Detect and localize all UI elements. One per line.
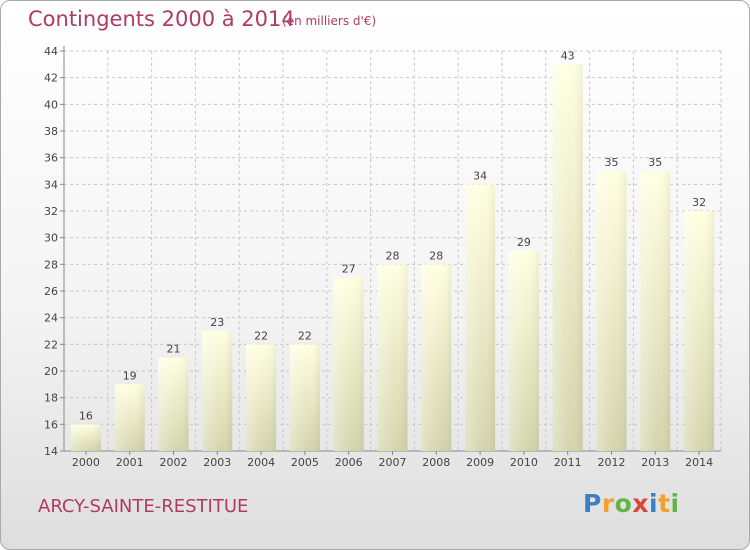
bar-value-label: 28 [386,249,400,262]
bar-shade [114,384,145,451]
logo-letter: t [658,489,671,518]
bar-value-label: 43 [561,49,575,62]
bar-value-label: 35 [648,156,662,169]
labels: 14 16 18 20 22 24 26 28 30 32 34 36 38 40 42 44 16 2000 19… [44,45,713,469]
bar-shade [333,277,364,451]
bar-value-label: 16 [79,409,93,422]
bar-shade [552,64,583,452]
y-tick-label: 42 [44,72,58,85]
bar-value-label: 22 [254,329,268,342]
bar-value-label: 35 [605,156,619,169]
logo-letter: o [614,489,633,518]
bar-shade [70,424,101,451]
bar-value-label: 28 [429,249,443,262]
x-tick-label: 2000 [72,456,100,469]
y-tick-label: 18 [44,392,58,405]
x-tick-label: 2009 [466,456,494,469]
bar-shade [640,171,671,451]
y-tick-label: 16 [44,418,58,431]
chart-title: Contingents 2000 à 2014 [28,7,295,31]
y-tick-label: 20 [44,365,58,378]
bar-shade [596,171,627,451]
x-tick-label: 2012 [598,456,626,469]
logo-letter: x [632,489,649,518]
bar-value-label: 32 [692,196,706,209]
x-tick-label: 2014 [685,456,713,469]
y-tick-label: 34 [44,178,58,191]
x-tick-label: 2010 [510,456,538,469]
y-tick-label: 44 [44,45,58,58]
y-tick-label: 32 [44,205,58,218]
chart-subtitle: (en milliers d'€) [282,14,377,28]
bar-shade [508,251,539,451]
y-tick-label: 38 [44,125,58,138]
bar-shade [202,331,233,451]
y-tick-label: 14 [44,445,58,458]
y-tick-label: 28 [44,258,58,271]
bars [70,64,715,452]
x-tick-label: 2002 [160,456,188,469]
bar-value-label: 29 [517,236,531,249]
bar-value-label: 21 [167,343,181,356]
bar-value-label: 34 [473,169,487,182]
bar-shade [246,344,277,451]
logo-letter: P [583,489,602,518]
x-tick-label: 2008 [422,456,450,469]
bar-shade [684,211,715,451]
x-tick-label: 2003 [203,456,231,469]
bar-shade [289,344,320,451]
y-tick-label: 22 [44,338,58,351]
logo-letter: i [670,489,680,518]
bar-shade [377,264,408,451]
y-tick-label: 30 [44,232,58,245]
place-name: ARCY-SAINTE-RESTITUE [38,496,249,517]
logo-letter: r [601,489,615,518]
bar-value-label: 22 [298,329,312,342]
y-tick-label: 36 [44,152,58,165]
bar-value-label: 23 [210,316,224,329]
y-tick-label: 26 [44,285,58,298]
proxiti-logo: Proxiti [583,489,680,518]
bar-value-label: 27 [342,263,356,276]
x-tick-label: 2004 [247,456,275,469]
x-tick-label: 2007 [379,456,407,469]
x-tick-label: 2001 [116,456,144,469]
x-tick-label: 2011 [554,456,582,469]
y-tick-label: 40 [44,98,58,111]
logo-letter: i [649,489,659,518]
x-tick-label: 2006 [335,456,363,469]
bar-shade [158,357,189,451]
bar-shade [465,184,496,452]
bar-chart: 14 16 18 20 22 24 26 28 30 32 34 36 38 40 42 44 16 2000 19… [44,45,722,469]
bar-value-label: 19 [123,369,137,382]
bar-shade [421,264,452,451]
x-tick-label: 2005 [291,456,319,469]
x-tick-label: 2013 [641,456,669,469]
y-tick-label: 24 [44,312,58,325]
